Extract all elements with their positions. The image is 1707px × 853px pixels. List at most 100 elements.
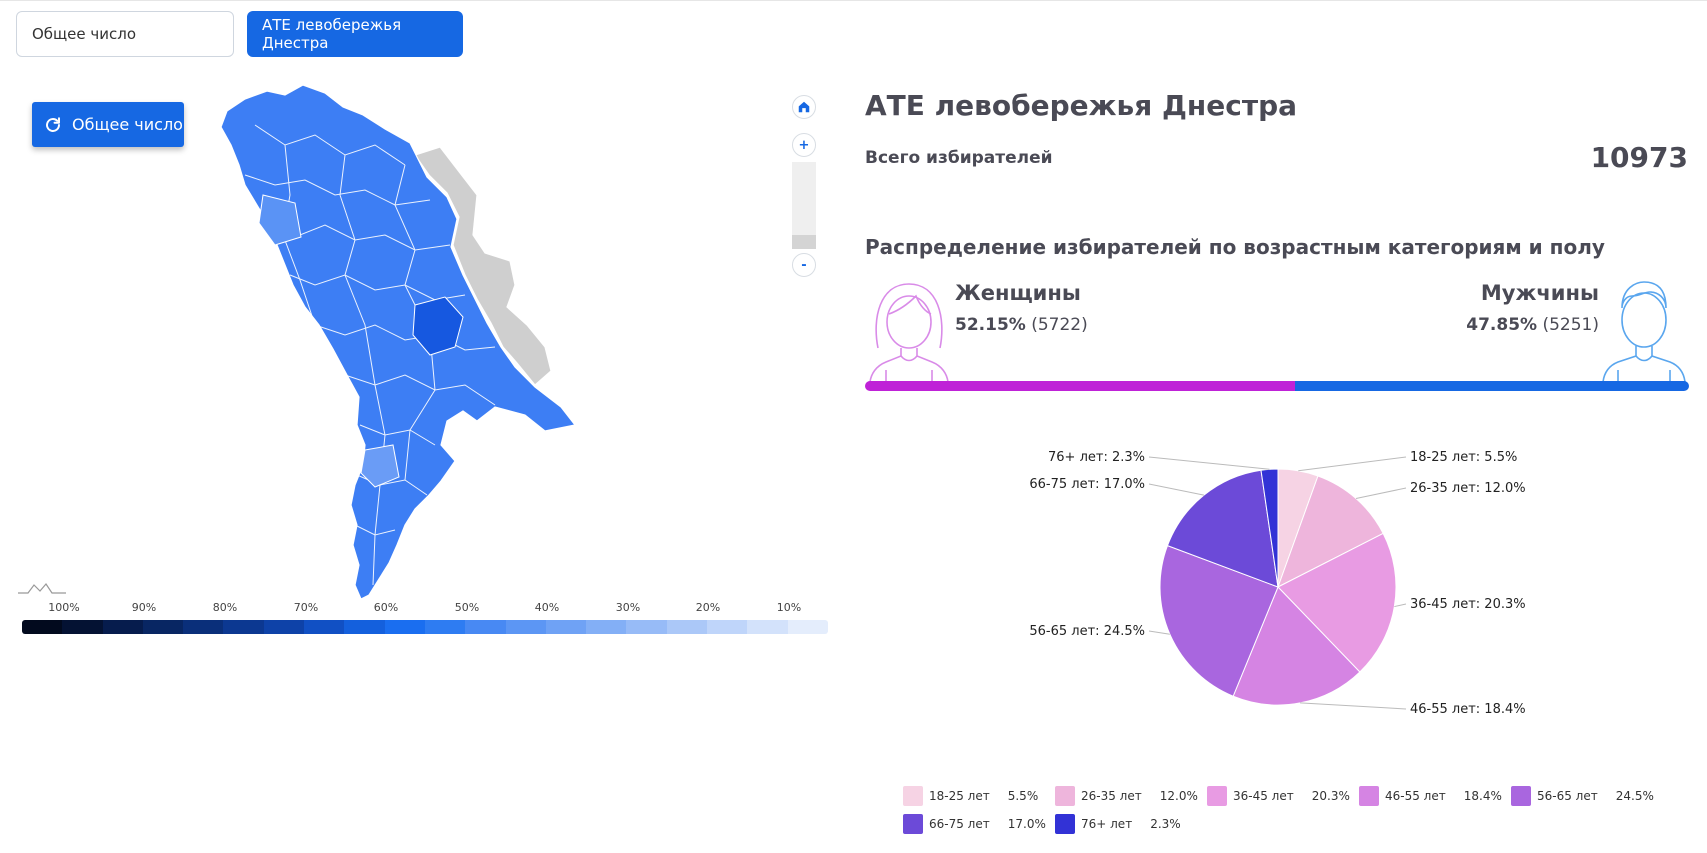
scale-label: 90%	[131, 601, 157, 614]
color-scale-step	[666, 620, 708, 634]
map-region-main[interactable]	[220, 84, 577, 600]
legend-label: 76+ лет	[1081, 817, 1133, 831]
scale-label: 40%	[534, 601, 560, 614]
legend-label: 36-45 лет	[1233, 789, 1294, 803]
pie-slice[interactable]	[1159, 544, 1279, 697]
zoom-out-label: -	[801, 257, 807, 273]
pie-slice[interactable]	[1232, 586, 1361, 706]
legend-item[interactable]: 76+ лет 2.3%	[1055, 813, 1181, 835]
tab-total[interactable]: Общее число	[16, 11, 234, 57]
scale-label: 30%	[615, 601, 641, 614]
color-scale-step	[263, 620, 305, 634]
pie-label-connector	[1300, 702, 1407, 710]
total-voters-value: 10973	[1590, 141, 1688, 174]
pie-data-label: 76+ лет: 2.3%	[1048, 450, 1145, 465]
legend-swatch	[903, 786, 923, 806]
scale-label: 60%	[373, 601, 399, 614]
pie-data-label: 46-55 лет: 18.4%	[1410, 702, 1526, 717]
reset-total-button[interactable]: Общее число	[32, 102, 184, 147]
legend-value: 17.0%	[1007, 817, 1046, 831]
moldova-map[interactable]	[215, 84, 635, 605]
pie-label-connector	[1148, 483, 1205, 496]
legend-swatch	[1359, 786, 1379, 806]
scale-label: 10%	[776, 601, 802, 614]
legend-item[interactable]: 18-25 лет 5.5%	[903, 785, 1038, 807]
legend-swatch	[1055, 814, 1075, 834]
female-pct: 52.15%	[955, 315, 1026, 335]
legend-value: 5.5%	[1007, 789, 1039, 803]
color-scale-step	[626, 620, 667, 634]
legend-label: 46-55 лет	[1385, 789, 1446, 803]
home-icon	[798, 101, 810, 113]
distribution-title: Распределение избирателей по возрастным …	[865, 235, 1605, 259]
zoom-out-button[interactable]: -	[792, 253, 816, 277]
color-scale-step	[223, 620, 264, 634]
pie-data-label: 66-75 лет: 17.0%	[1029, 477, 1145, 492]
legend-item[interactable]: 56-65 лет 24.5%	[1511, 785, 1654, 807]
age-pie-chart: 18-25 лет: 5.5% 26-35 лет: 12.0% 36-45 лет…	[1029, 450, 1526, 717]
male-stat: 47.85% (5251)	[1466, 315, 1599, 335]
scale-label: 100%	[48, 601, 80, 614]
color-scale-step	[465, 620, 506, 634]
reset-total-label: Общее число	[72, 115, 183, 134]
male-pct: 47.85%	[1466, 315, 1538, 335]
map-region-light[interactable]	[360, 444, 400, 488]
pie-label-connector	[1394, 603, 1407, 608]
pie-label-connector	[1148, 630, 1170, 635]
pie-slice[interactable]	[1260, 468, 1279, 588]
color-scale-step	[384, 620, 425, 634]
female-stat: 52.15% (5722)	[955, 315, 1088, 335]
legend-value: 20.3%	[1311, 789, 1350, 803]
pie-label-connector	[1298, 456, 1407, 472]
female-label: Женщины	[955, 281, 1081, 305]
pie-data-label: 26-35 лет: 12.0%	[1410, 481, 1526, 496]
gender-bar-female	[865, 381, 1295, 391]
refresh-icon	[46, 116, 60, 132]
color-scale-step	[424, 620, 466, 634]
male-avatar-icon	[1602, 281, 1686, 382]
color-scale-step	[102, 620, 143, 634]
pie-slice[interactable]	[1277, 532, 1397, 673]
legend-item[interactable]: 36-45 лет 20.3%	[1207, 785, 1350, 807]
map-home-button[interactable]	[792, 95, 816, 119]
gender-bar-male	[1294, 381, 1689, 391]
male-count: (5251)	[1542, 315, 1599, 335]
legend-label: 56-65 лет	[1537, 789, 1598, 803]
legend-item[interactable]: 46-55 лет 18.4%	[1359, 785, 1502, 807]
color-scale-step	[586, 620, 627, 634]
zoom-in-label: +	[798, 137, 810, 153]
legend-value: 2.3%	[1150, 817, 1181, 831]
color-scale-step	[344, 620, 385, 634]
legend-swatch	[1511, 786, 1531, 806]
legend-value: 24.5%	[1615, 789, 1654, 803]
scale-label: 80%	[212, 601, 238, 614]
map-region-transnistria[interactable]	[414, 146, 552, 386]
zoom-slider-thumb[interactable]	[792, 235, 816, 249]
color-scale-bar	[22, 620, 828, 634]
map-region-highlight[interactable]	[412, 296, 464, 356]
zoom-in-button[interactable]: +	[792, 133, 816, 157]
legend-label: 66-75 лет	[929, 817, 990, 831]
legend-value: 12.0%	[1159, 789, 1198, 803]
color-scale-labels: 100% 90% 80% 70% 60% 50% 40% 30% 20% 10%	[22, 601, 828, 617]
zoom-slider[interactable]	[792, 162, 816, 249]
legend-item[interactable]: 66-75 лет 17.0%	[903, 813, 1046, 835]
legend-value: 18.4%	[1463, 789, 1502, 803]
female-avatar-icon	[869, 283, 949, 382]
color-scale-step	[787, 620, 828, 634]
pie-label-connector	[1355, 487, 1407, 499]
pie-slice[interactable]	[1166, 469, 1279, 588]
distribution-icon	[18, 583, 66, 594]
legend-swatch	[1207, 786, 1227, 806]
tab-left-bank[interactable]: АТЕ левобережья Днестра	[247, 11, 463, 57]
scale-label: 50%	[454, 601, 480, 614]
gender-ratio-bar	[865, 381, 1689, 391]
legend-item[interactable]: 26-35 лет 12.0%	[1055, 785, 1198, 807]
legend-label: 26-35 лет	[1081, 789, 1142, 803]
scale-label: 70%	[293, 601, 319, 614]
scale-label: 20%	[695, 601, 721, 614]
color-scale-step	[747, 620, 788, 634]
pie-data-label: 18-25 лет: 5.5%	[1410, 450, 1517, 465]
map-region-light-2[interactable]	[258, 194, 302, 246]
